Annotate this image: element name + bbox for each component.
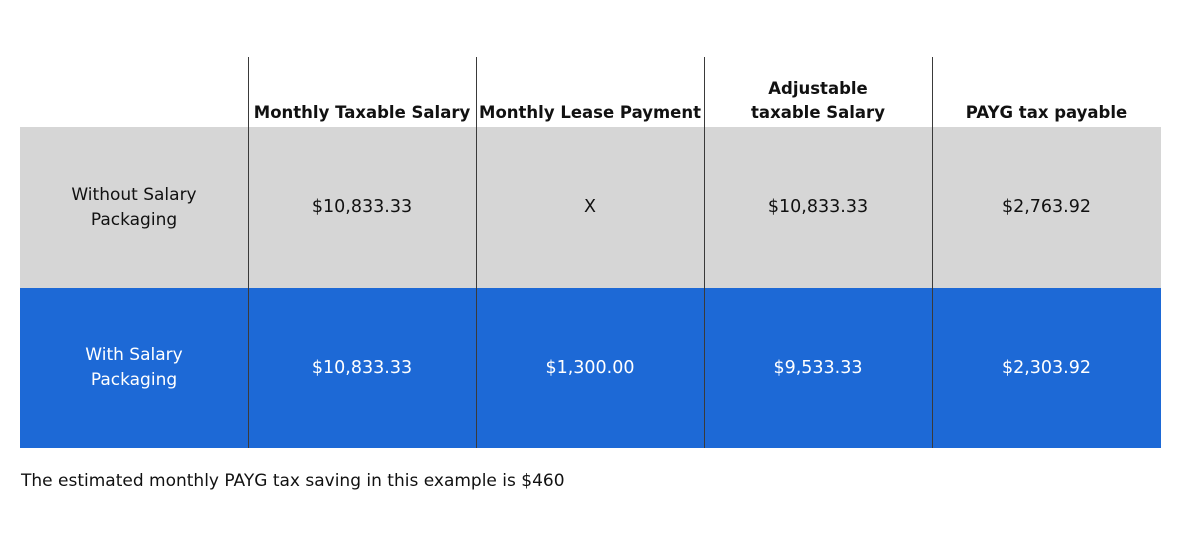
table-cell-monthly-taxable-salary: $10,833.33: [311, 357, 413, 378]
table-cell-monthly-lease-payment: $1,300.00: [545, 357, 635, 378]
table-header-row: Monthly Taxable Salary Monthly Lease Pay…: [20, 57, 1161, 127]
row-label: Without Salary Packaging: [71, 184, 197, 230]
header-payg-tax-payable: PAYG tax payable: [965, 103, 1128, 122]
table-cell-payg-tax-payable: $2,763.92: [1001, 197, 1092, 217]
header-monthly-lease-payment: Monthly Lease Payment: [479, 103, 701, 122]
header-empty-cell: [20, 57, 248, 127]
header-monthly-taxable-salary: Monthly Taxable Salary: [253, 103, 471, 122]
table-cell-monthly-lease-payment: X: [584, 197, 596, 217]
column-divider: [476, 57, 477, 448]
table-cell-adjustable-taxable-salary: $9,533.33: [773, 357, 863, 378]
column-divider: [248, 57, 249, 448]
column-divider: [932, 57, 933, 448]
row-label: With Salary Packaging: [85, 345, 183, 390]
table-cell-adjustable-taxable-salary: $10,833.33: [767, 197, 869, 217]
column-divider: [704, 57, 705, 448]
table-cell-payg-tax-payable: $2,303.92: [1001, 357, 1092, 378]
salary-packaging-table: Monthly Taxable Salary Monthly Lease Pay…: [20, 57, 1161, 448]
footnote-tax-saving: The estimated monthly PAYG tax saving in…: [21, 471, 565, 491]
table-row-without-salary-packaging: Without Salary Packaging $10,833.33 X $1…: [20, 127, 1161, 288]
table-row-with-salary-packaging: With Salary Packaging $10,833.33 $1,300.…: [20, 288, 1161, 448]
table-cell-monthly-taxable-salary: $10,833.33: [311, 197, 413, 217]
header-adjustable-taxable-salary: Adjustable taxable Salary: [751, 79, 885, 122]
